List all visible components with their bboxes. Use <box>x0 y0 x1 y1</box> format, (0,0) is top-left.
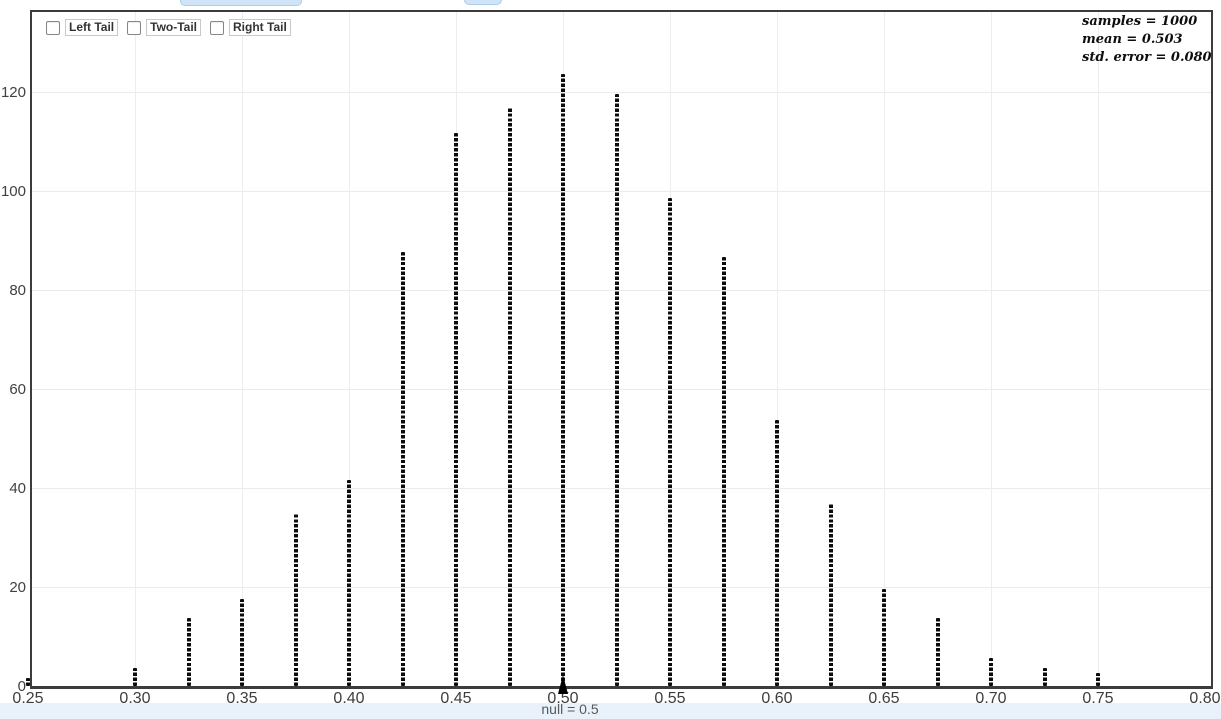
y-tick-label: 60 <box>9 381 26 398</box>
gridline-horizontal <box>32 191 1211 192</box>
y-tick-label: 20 <box>9 579 26 596</box>
cutoff-top-button[interactable] <box>180 0 302 6</box>
x-tick-label: 0.55 <box>654 690 686 707</box>
cutoff-top-button-small[interactable] <box>464 0 502 5</box>
x-tick-label: 0.25 <box>12 690 44 707</box>
y-tick-label: 0 <box>17 678 26 695</box>
gridline-vertical <box>349 12 350 686</box>
dot-column <box>828 504 833 686</box>
x-tick-label: 0.50 <box>547 690 579 707</box>
x-tick-label: 0.30 <box>119 690 151 707</box>
gridline-horizontal <box>32 488 1211 489</box>
dot-column <box>347 479 351 686</box>
y-tick-label: 120 <box>0 84 26 101</box>
two-tail-label[interactable]: Two-Tail <box>146 19 202 36</box>
y-tick-label: 80 <box>9 282 26 299</box>
gridline-vertical <box>242 12 243 686</box>
stderr-stat: std. error = 0.080 <box>1082 50 1212 65</box>
tail-controls: Left Tail Two-Tail Right Tail <box>46 19 295 36</box>
right-tail-checkbox[interactable] <box>210 20 225 35</box>
x-tick-label: 0.80 <box>1189 690 1221 707</box>
left-tail-checkbox[interactable] <box>46 20 60 35</box>
dot-column <box>293 514 298 686</box>
samples-stat: samples = 1000 <box>1082 14 1198 29</box>
gridline-vertical <box>135 12 136 686</box>
dot-column <box>26 677 30 686</box>
dot-column <box>507 108 512 686</box>
dot-column <box>668 197 672 686</box>
null-value-label: null = 0.5 <box>541 701 599 717</box>
dot-column <box>400 251 405 686</box>
dot-column <box>240 598 244 687</box>
two-tail-checkbox[interactable] <box>127 20 142 35</box>
x-tick-label: 0.60 <box>761 690 793 707</box>
dot-column <box>133 667 137 687</box>
gridline-horizontal <box>32 389 1211 390</box>
dot-column <box>989 657 993 687</box>
gridline-horizontal <box>32 290 1211 291</box>
mean-stat: mean = 0.503 <box>1082 32 1183 47</box>
dot-column <box>454 133 458 686</box>
gridline-vertical <box>991 12 992 686</box>
dot-column <box>614 93 619 686</box>
right-tail-label[interactable]: Right Tail <box>229 19 291 36</box>
null-marker-icon <box>558 675 568 694</box>
x-tick-label: 0.75 <box>1082 690 1114 707</box>
left-tail-label[interactable]: Left Tail <box>65 19 119 36</box>
gridline-vertical <box>777 12 778 686</box>
x-tick-label: 0.35 <box>226 690 258 707</box>
dot-column <box>721 256 726 686</box>
dot-column <box>1096 672 1100 686</box>
dot-column <box>1042 667 1047 687</box>
dot-column <box>775 420 779 687</box>
gridline-vertical <box>884 12 885 686</box>
dot-column <box>561 73 565 686</box>
x-tick-label: 0.45 <box>440 690 472 707</box>
y-tick-label: 40 <box>9 480 26 497</box>
gridline-horizontal <box>32 92 1211 93</box>
gridline-horizontal <box>32 587 1211 588</box>
dot-column <box>935 618 940 687</box>
y-tick-label: 100 <box>0 183 26 200</box>
x-tick-label: 0.65 <box>868 690 900 707</box>
dot-column <box>186 618 191 687</box>
stats-readout: samples = 1000 mean = 0.503 std. error =… <box>1082 13 1212 67</box>
x-tick-label: 0.70 <box>975 690 1007 707</box>
bottom-strip <box>0 703 1221 719</box>
x-tick-label: 0.40 <box>333 690 365 707</box>
dot-column <box>882 588 886 686</box>
gridline-vertical <box>1098 12 1099 686</box>
